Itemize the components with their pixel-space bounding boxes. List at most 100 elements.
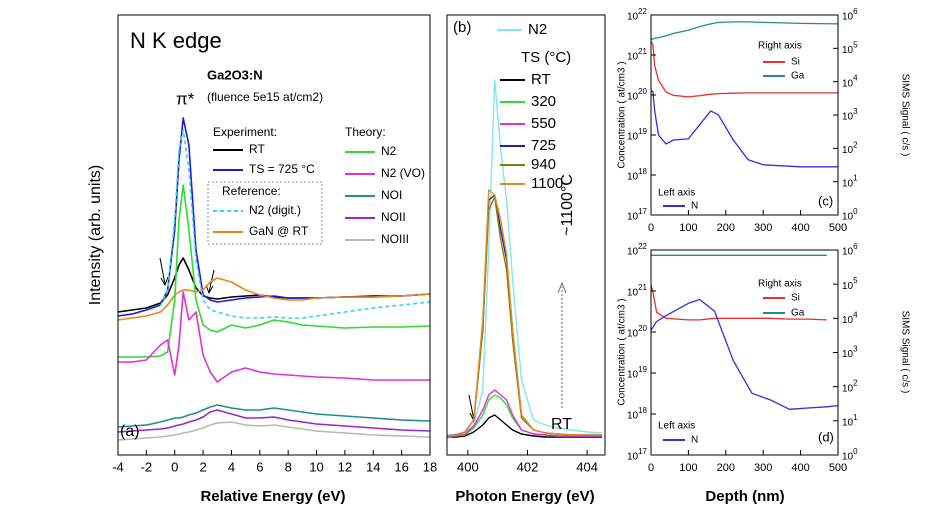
legend-label: GaN @ RT bbox=[249, 224, 309, 238]
annotation: Right axis bbox=[758, 279, 802, 290]
exponent: 0 bbox=[853, 207, 858, 216]
annotation: (b) bbox=[453, 19, 471, 36]
x-tick-label: 6 bbox=[256, 459, 263, 474]
x-tick-label: 404 bbox=[576, 459, 598, 474]
arrow-head bbox=[557, 281, 567, 294]
legend-label: Ga bbox=[791, 308, 805, 319]
y-axis-label: Concentration ( at/cm3 ) bbox=[617, 61, 628, 168]
legend-label: RT bbox=[249, 142, 265, 156]
x-tick-label: 4 bbox=[228, 459, 235, 474]
legend-label: N2 bbox=[528, 21, 547, 38]
x-tick-label: 0 bbox=[171, 459, 178, 474]
x-tick-label: 10 bbox=[309, 459, 323, 474]
x-tick-label: 400 bbox=[457, 459, 479, 474]
series-line bbox=[650, 41, 838, 98]
legend-label: TS = 725 °C bbox=[249, 162, 315, 176]
exponent: 1 bbox=[853, 174, 858, 183]
x-tick-label: 100 bbox=[679, 462, 697, 474]
exponent: 21 bbox=[638, 283, 647, 292]
series-line bbox=[117, 421, 431, 441]
annotation: (d) bbox=[818, 429, 834, 444]
legend-label: NOI bbox=[381, 188, 402, 202]
legend-label: Ga bbox=[791, 71, 805, 82]
x-axis-label: Depth (nm) bbox=[705, 488, 784, 505]
exponent: 22 bbox=[638, 7, 647, 16]
annotation: RT bbox=[551, 416, 572, 433]
exponent: 20 bbox=[638, 324, 647, 333]
exponent: 22 bbox=[638, 242, 647, 251]
legend-label: RT bbox=[531, 71, 551, 88]
x-tick-label: 400 bbox=[791, 462, 809, 474]
series-line bbox=[650, 298, 839, 410]
x-tick-label: 16 bbox=[394, 459, 408, 474]
exponent: 1 bbox=[853, 413, 858, 422]
x-axis-label: Relative Energy (eV) bbox=[200, 488, 345, 505]
arrow bbox=[468, 394, 475, 421]
exponent: 5 bbox=[853, 40, 858, 49]
series-line bbox=[446, 189, 602, 437]
panel: RT TS = 725 °C N2 (digit.) GaN @ RT N2 N2 (VO… bbox=[87, 14, 437, 505]
legend-label: N2 (digit.) bbox=[249, 203, 301, 217]
legend-label: Si bbox=[791, 57, 800, 68]
legend-label: 1100 bbox=[531, 175, 563, 192]
annotation: Theory: bbox=[345, 125, 386, 139]
exponent: 18 bbox=[638, 406, 647, 415]
exponent: 5 bbox=[853, 276, 858, 285]
annotation: (a) bbox=[120, 423, 140, 440]
x-axis-label: Photon Energy (eV) bbox=[455, 488, 594, 505]
x-tick-label: 500 bbox=[829, 462, 847, 474]
exponent: 17 bbox=[638, 207, 647, 216]
exponent: 18 bbox=[638, 167, 647, 176]
series-line bbox=[118, 184, 431, 358]
annotation: TS (°C) bbox=[521, 49, 571, 66]
plot-frame bbox=[117, 14, 431, 456]
annotation: Right axis bbox=[758, 41, 802, 52]
y2-axis-label: SIMS Signal ( c/s ) bbox=[899, 311, 910, 394]
series-line bbox=[650, 284, 827, 321]
exponent: 6 bbox=[853, 7, 858, 16]
legend-label: N bbox=[691, 435, 698, 446]
series-line bbox=[650, 89, 838, 168]
reference-box bbox=[207, 181, 323, 245]
exponent: 2 bbox=[853, 140, 858, 149]
x-tick-label: 400 bbox=[791, 222, 809, 234]
x-tick-label: 18 bbox=[423, 459, 437, 474]
y2-axis-label: SIMS Signal ( c/s ) bbox=[899, 74, 910, 157]
x-tick-label: 14 bbox=[366, 459, 380, 474]
x-tick-label: 500 bbox=[829, 222, 847, 234]
annotation: Left axis bbox=[658, 421, 695, 432]
x-tick-label: 0 bbox=[648, 462, 654, 474]
legend-label: 550 bbox=[531, 115, 556, 132]
exponent: 4 bbox=[853, 310, 858, 319]
arrow-head bbox=[160, 276, 169, 287]
arrow bbox=[159, 257, 166, 285]
x-tick-label: 0 bbox=[648, 222, 654, 234]
legend-label: N2 (VO) bbox=[381, 166, 425, 180]
series-line bbox=[446, 79, 603, 436]
y-axis-label: Concentration ( at/cm3 ) bbox=[617, 298, 628, 405]
chart-title: N K edge bbox=[130, 28, 222, 53]
series-line bbox=[650, 21, 839, 41]
series-line bbox=[118, 291, 430, 383]
series-line bbox=[117, 404, 431, 428]
exponent: 3 bbox=[853, 107, 858, 116]
series-line bbox=[117, 277, 431, 321]
exponent: 6 bbox=[853, 242, 858, 251]
x-tick-label: 200 bbox=[717, 222, 735, 234]
exponent: 17 bbox=[638, 447, 647, 456]
plot-frame bbox=[446, 14, 606, 456]
y-axis-label: Intensity (arb. units) bbox=[87, 165, 104, 306]
legend-label: 320 bbox=[531, 93, 556, 110]
x-tick-label: 100 bbox=[679, 222, 697, 234]
exponent: 20 bbox=[638, 87, 647, 96]
exponent: 0 bbox=[853, 447, 858, 456]
exponent: 19 bbox=[638, 365, 647, 374]
series-line bbox=[117, 409, 431, 433]
exponent: 2 bbox=[853, 379, 858, 388]
annotation: (c) bbox=[818, 193, 833, 208]
legend-label: NOII bbox=[381, 210, 406, 224]
x-tick-label: -2 bbox=[141, 459, 153, 474]
